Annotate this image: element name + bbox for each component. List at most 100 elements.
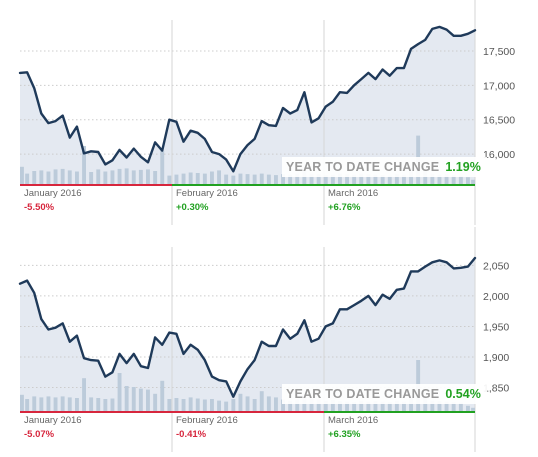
volume-bar — [402, 401, 406, 412]
price-line — [18, 25, 477, 173]
volume-bar — [458, 402, 463, 412]
volume-bar — [217, 170, 221, 185]
volume-bar — [423, 396, 428, 412]
volume-bar — [345, 174, 349, 185]
volume-bar — [471, 407, 475, 412]
volume-bar — [330, 400, 335, 412]
volume-bar — [451, 175, 456, 185]
month-change-january: -5.07% — [24, 429, 55, 440]
month-change-march: +6.76% — [328, 202, 361, 213]
month-label-february: February 2016 — [176, 188, 238, 199]
volume-bar — [188, 172, 193, 185]
volume-bar — [167, 175, 172, 185]
volume-bar — [124, 386, 129, 412]
volume-bar — [124, 168, 129, 185]
price-area — [20, 258, 475, 412]
volume-bar — [224, 401, 229, 412]
volume-bar — [53, 169, 58, 185]
month-label-january: January 2016 — [24, 415, 82, 426]
ytd-change-box: YEAR TO DATE CHANGE 1.19% — [282, 157, 487, 177]
volume-bar — [338, 401, 342, 412]
month-change-march: +6.35% — [328, 429, 361, 440]
volume-bar — [20, 394, 24, 412]
volume-bar — [60, 168, 65, 185]
volume-bar — [380, 175, 385, 185]
volume-bar — [75, 398, 79, 412]
volume-bar — [82, 378, 86, 412]
y-tick-label: 1,950 — [483, 321, 509, 333]
volume-bar — [338, 173, 342, 185]
volume-bar — [67, 170, 72, 185]
y-tick-label: 16,500 — [483, 115, 515, 127]
volume-bar — [181, 399, 186, 412]
volume-bar — [430, 400, 435, 412]
volume-bar — [231, 175, 236, 185]
volume-bar — [138, 169, 143, 185]
volume-bar — [373, 401, 378, 412]
y-tick-label: 2,050 — [483, 260, 509, 272]
volume-bar — [210, 171, 214, 185]
volume-bar — [281, 174, 285, 185]
volume-bar — [444, 401, 449, 412]
volume-bar — [316, 399, 321, 412]
volume-bar — [295, 399, 300, 412]
volume-bar — [146, 169, 150, 185]
volume-bar — [245, 174, 250, 185]
y-tick-label: 17,000 — [483, 80, 515, 92]
volume-bar — [359, 173, 364, 185]
volume-bar — [231, 399, 236, 412]
month-label-january: January 2016 — [24, 188, 82, 199]
volume-bar — [146, 389, 150, 412]
volume-bar — [309, 173, 314, 185]
volume-bar — [89, 172, 94, 185]
volume-bar — [252, 174, 257, 185]
month-label-march: March 2016 — [328, 188, 379, 199]
volume-bar — [39, 397, 44, 412]
month-label-february: February 2016 — [176, 415, 238, 426]
volume-bar — [259, 391, 264, 412]
price-line — [18, 256, 477, 398]
volume-bar — [288, 400, 293, 412]
volume-bar — [444, 174, 449, 185]
volume-bar — [160, 150, 165, 185]
volume-bar — [295, 173, 300, 185]
volume-bar — [281, 399, 285, 412]
volume-bar — [153, 393, 158, 412]
volume-bar — [131, 170, 136, 185]
volume-bar — [39, 170, 44, 185]
volume-bar — [238, 173, 243, 185]
volume-bar — [174, 398, 179, 412]
ytd-label: YEAR TO DATE CHANGE — [286, 387, 440, 401]
volume-bar — [466, 177, 470, 185]
volume-bar — [359, 400, 364, 412]
volume-bar — [451, 402, 456, 412]
volume-bar — [409, 396, 413, 412]
volume-bar — [195, 398, 200, 412]
volume-bar — [46, 396, 51, 412]
volume-bar — [323, 175, 328, 185]
volume-bar — [471, 179, 475, 185]
volume-bar — [394, 174, 399, 185]
volume-bar — [46, 171, 51, 185]
y-tick-label: 2,000 — [483, 291, 509, 303]
volume-bar — [373, 174, 378, 185]
volume-bar — [60, 396, 65, 412]
volume-bar — [458, 175, 463, 185]
volume-bar — [345, 401, 349, 412]
volume-bar — [387, 175, 392, 185]
sp500-chart-panel: 1,850 1,900 1,950 2,000 2,050 YEAR TO DATE C… — [0, 227, 538, 457]
y-tick-label: 17,500 — [483, 46, 515, 58]
ytd-value: 0.54% — [445, 387, 481, 401]
volume-bar — [274, 175, 278, 185]
volume-bar — [138, 388, 143, 412]
volume-bar — [32, 396, 37, 412]
volume-bar — [202, 399, 207, 412]
volume-bar — [224, 174, 229, 185]
volume-bar — [195, 173, 200, 185]
volume-bar — [96, 169, 101, 185]
volume-bar — [266, 174, 271, 185]
volume-bar — [302, 396, 307, 412]
volume-bar — [131, 387, 136, 412]
volume-bar — [210, 399, 214, 412]
volume-bar — [309, 398, 314, 412]
